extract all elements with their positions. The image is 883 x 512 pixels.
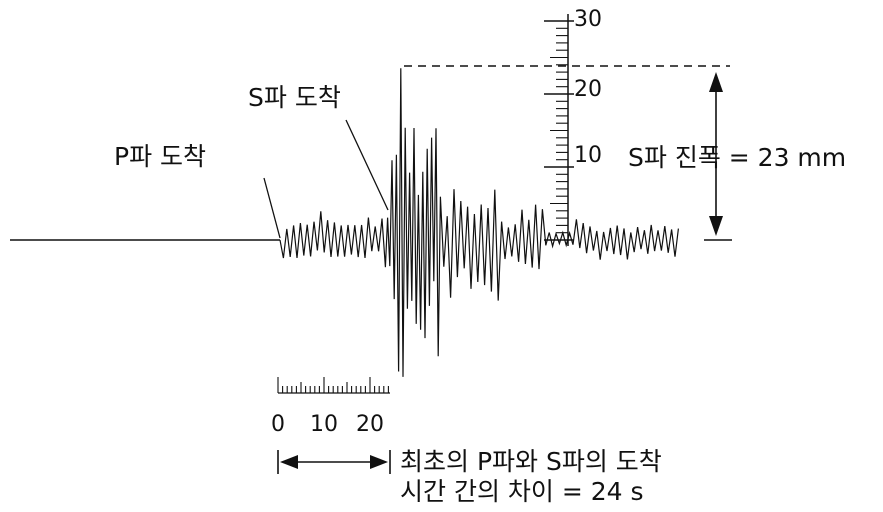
s-amplitude-label: S파 진폭 = 23 mm — [628, 143, 846, 172]
interval-double-arrow — [277, 450, 391, 474]
s-arrival-leader-line — [345, 119, 389, 211]
interval-caption-line1: 최초의 P파와 S파의 도착 — [400, 447, 662, 476]
p-arrival-leader-line — [263, 177, 281, 239]
amplitude-tick-label-10: 10 — [574, 143, 602, 168]
time-scale — [277, 377, 390, 394]
interval-caption-line2: 시간 간의 차이 = 24 s — [400, 477, 644, 506]
time-tick-label-0: 0 — [271, 412, 285, 437]
amplitude-double-arrow — [704, 72, 732, 241]
arrow-left-head — [280, 455, 298, 469]
amplitude-scale — [544, 14, 574, 246]
s-arrival-label: S파 도착 — [248, 83, 341, 112]
p-arrival-label: P파 도착 — [114, 142, 206, 171]
time-tick-label-20: 20 — [356, 412, 384, 437]
arrow-down-head — [709, 216, 723, 236]
arrow-right-head — [370, 455, 388, 469]
amplitude-tick-label-30: 30 — [574, 7, 602, 32]
arrow-up-head — [709, 72, 723, 92]
time-tick-label-10: 10 — [310, 412, 338, 437]
amplitude-tick-label-20: 20 — [574, 77, 602, 102]
seismogram-trace — [279, 68, 679, 377]
